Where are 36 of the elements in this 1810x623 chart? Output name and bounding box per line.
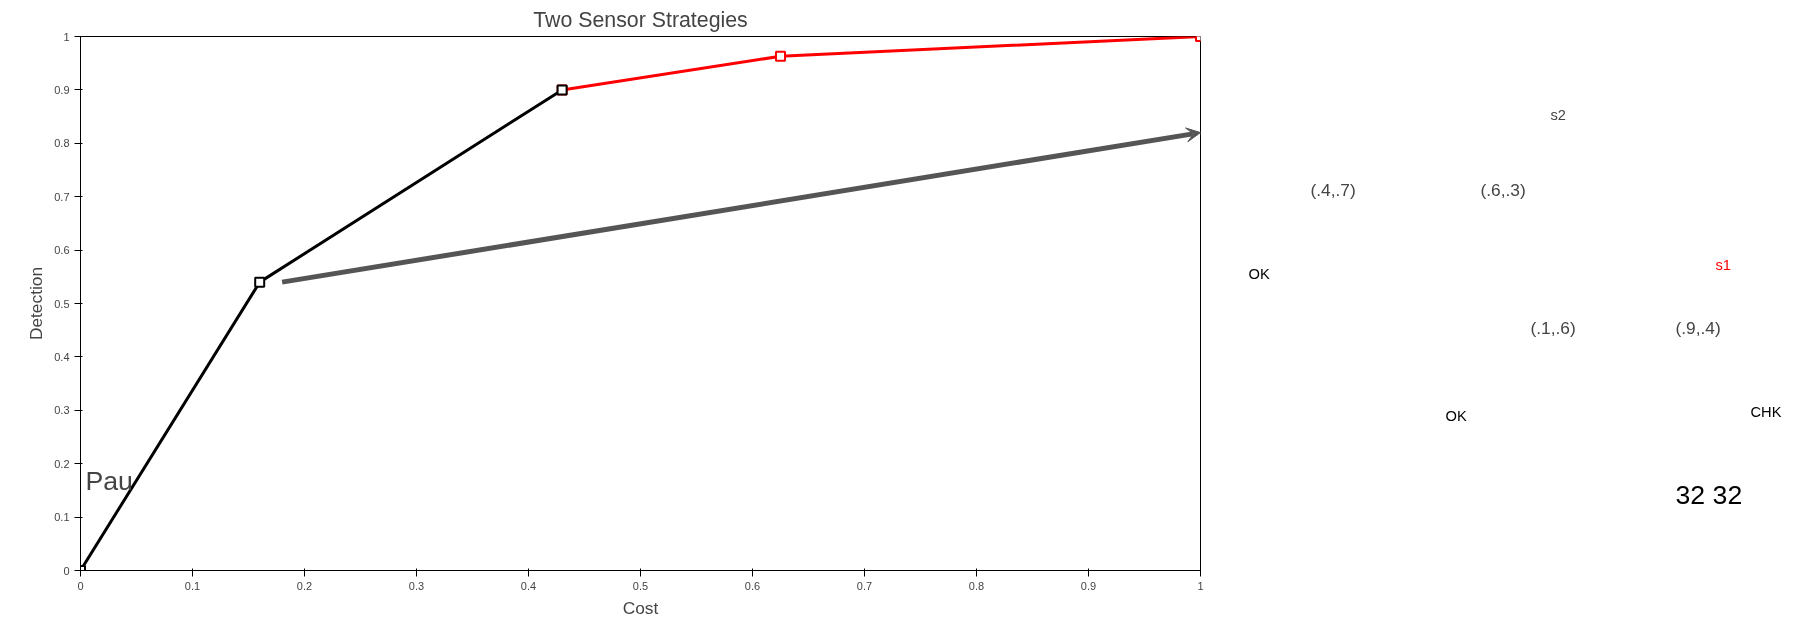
text: 32 32 — [1675, 480, 1743, 511]
x-tick-label: 0.5 — [632, 579, 649, 592]
y-tick-label: 0.2 — [54, 457, 70, 470]
text: (.9,.4) — [1675, 317, 1721, 338]
chart-title: Two Sensor Strategies — [533, 7, 748, 32]
x-tick-label: 0.3 — [408, 579, 425, 592]
y-tick-label: 0.6 — [54, 244, 70, 257]
text: s2 — [1550, 106, 1566, 123]
y-tick-label: 0.3 — [54, 404, 70, 417]
annotation: Pau — [85, 465, 133, 496]
text: OK — [1248, 265, 1270, 282]
y-tick-label: 0.9 — [54, 83, 70, 96]
text: (.6,.3) — [1480, 180, 1526, 201]
x-tick-label: 1 — [1197, 579, 1204, 592]
x-axis-title: Cost — [622, 597, 659, 618]
text: CHK — [1750, 403, 1782, 420]
y-tick-label: 1 — [63, 30, 70, 43]
x-tick-label: 0.1 — [184, 579, 201, 592]
x-tick-label: 0 — [77, 579, 84, 592]
x-tick-label: 0.9 — [1080, 579, 1097, 592]
y-tick-label: 0.8 — [54, 137, 70, 150]
y-axis-title: Detection — [26, 266, 47, 341]
x-tick-label: 0.8 — [968, 579, 985, 592]
y-tick-label: 0.1 — [54, 511, 70, 524]
x-tick-label: 0.6 — [744, 579, 761, 592]
x-tick-label: 0.4 — [520, 579, 537, 592]
text: (.1,.6) — [1530, 317, 1576, 338]
y-tick-label: 0.4 — [54, 350, 70, 363]
y-tick-label: 0 — [63, 564, 70, 577]
y-tick-label: 0.7 — [54, 190, 70, 203]
text: OK — [1445, 408, 1467, 425]
x-tick-label: 0.7 — [856, 579, 873, 592]
text: (.4,.7) — [1310, 180, 1356, 201]
text: s1 — [1715, 257, 1731, 274]
y-tick-label: 0.5 — [54, 297, 70, 310]
x-tick-label: 0.2 — [296, 579, 313, 592]
